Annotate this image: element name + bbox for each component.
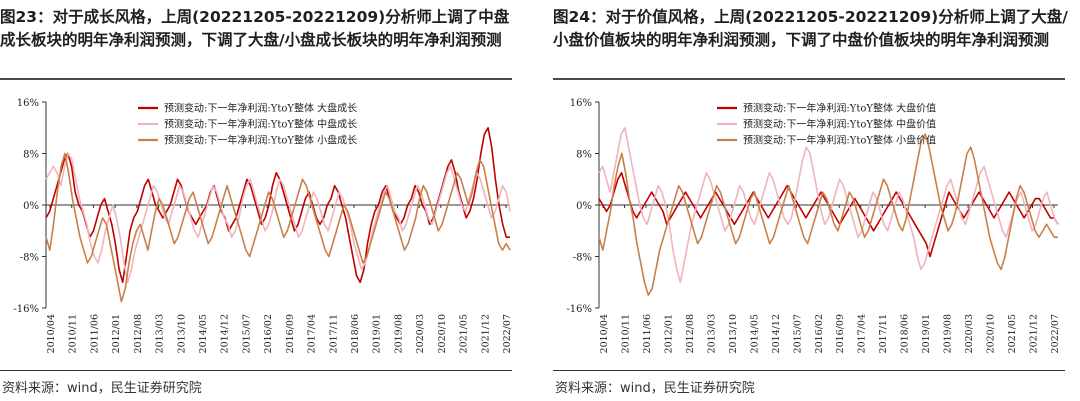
x-tick-label: 2020/03 bbox=[964, 314, 975, 353]
x-tick-label: 2017/04 bbox=[857, 314, 868, 353]
x-tick-label: 2019/01 bbox=[921, 314, 932, 353]
legend-label: 预测变动:下一年净利润:YtoY整体 大盘价值 bbox=[743, 102, 936, 115]
y-tick-label: -16% bbox=[13, 304, 39, 315]
source-divider bbox=[553, 370, 1065, 371]
x-tick-label: 2014/05 bbox=[198, 314, 209, 353]
x-tick-label: 2013/10 bbox=[176, 314, 187, 353]
source-divider bbox=[0, 370, 512, 371]
legend-label: 预测变动:下一年净利润:YtoY整体 小盘价值 bbox=[743, 134, 936, 147]
series-line-2 bbox=[598, 133, 1058, 296]
y-tick-label: -8% bbox=[573, 253, 592, 264]
x-tick-label: 2012/08 bbox=[133, 314, 144, 353]
x-tick-label: 2016/09 bbox=[285, 314, 296, 353]
x-tick-label: 2014/05 bbox=[749, 314, 760, 353]
x-tick-label: 2022/07 bbox=[502, 314, 513, 353]
series-line-1 bbox=[45, 152, 511, 284]
x-tick-label: 2020/03 bbox=[415, 314, 426, 353]
series-line-0 bbox=[45, 126, 510, 284]
y-tick-label: 8% bbox=[576, 150, 592, 161]
x-tick-label: 2010/04 bbox=[599, 314, 610, 353]
x-tick-label: 2011/06 bbox=[642, 314, 653, 353]
y-tick-label: -8% bbox=[20, 253, 39, 264]
series-line-1 bbox=[598, 126, 1059, 284]
x-tick-label: 2013/03 bbox=[155, 314, 166, 353]
x-tick-label: 2021/05 bbox=[1007, 314, 1018, 353]
x-tick-label: 2012/01 bbox=[111, 314, 122, 353]
x-tick-label: 2016/02 bbox=[814, 314, 825, 353]
x-tick-label: 2021/12 bbox=[1029, 314, 1040, 353]
y-tick-label: 16% bbox=[17, 98, 39, 109]
legend-label: 预测变动:下一年净利润:YtoY整体 大盘成长 bbox=[164, 102, 357, 115]
x-tick-label: 2013/03 bbox=[706, 314, 717, 353]
legend-label: 预测变动:下一年净利润:YtoY整体 中盘价值 bbox=[743, 118, 936, 131]
y-tick-label: 0% bbox=[23, 201, 39, 212]
x-tick-label: 2012/08 bbox=[685, 314, 696, 353]
legend-label: 预测变动:下一年净利润:YtoY整体 小盘成长 bbox=[164, 134, 357, 147]
x-tick-label: 2021/12 bbox=[480, 314, 491, 353]
y-tick-label: 16% bbox=[570, 98, 592, 109]
x-tick-label: 2017/04 bbox=[307, 314, 318, 353]
x-tick-label: 2014/12 bbox=[220, 314, 231, 353]
x-tick-label: 2015/07 bbox=[241, 314, 252, 353]
title-divider bbox=[553, 78, 1065, 80]
x-tick-label: 2022/07 bbox=[1050, 314, 1061, 353]
line-chart-value: -16% -8% 0% 8% 16% 2010/04 2010/11 2011/06 2012/… bbox=[553, 88, 1080, 370]
x-tick-label: 2017/11 bbox=[328, 314, 339, 353]
x-tick-label: 2019/01 bbox=[372, 314, 383, 353]
x-tick-label: 2010/04 bbox=[46, 314, 57, 353]
line-chart-growth: -16% -8% 0% 8% 16% 2010/04 2010/11 2011/06 2012/… bbox=[0, 88, 532, 370]
chart-panel-value: 图24：对于价值风格，上周(20221205-20221209)分析师上调了大盘… bbox=[553, 0, 1080, 401]
series-line-2 bbox=[45, 152, 511, 303]
x-tick-label: 2019/08 bbox=[943, 314, 954, 353]
x-tick-label: 2017/11 bbox=[878, 314, 889, 353]
chart-panel-growth: 图23：对于成长风格，上周(20221205-20221209)分析师上调了中盘… bbox=[0, 0, 532, 401]
x-tick-label: 2016/02 bbox=[263, 314, 274, 353]
x-tick-label: 2011/06 bbox=[89, 314, 100, 353]
chart-svg: -16% -8% 0% 8% 16% 2010/04 2010/11 2011/06 2012/… bbox=[566, 98, 1061, 353]
x-tick-label: 2013/10 bbox=[728, 314, 739, 353]
legend-label: 预测变动:下一年净利润:YtoY整体 中盘成长 bbox=[164, 118, 357, 131]
title-divider bbox=[0, 78, 512, 80]
y-tick-label: -16% bbox=[566, 304, 592, 315]
x-tick-label: 2015/07 bbox=[792, 314, 803, 353]
source-note: 资料来源：wind，民生证券研究院 bbox=[555, 381, 755, 396]
chart-title: 图23：对于成长风格，上周(20221205-20221209)分析师上调了中盘… bbox=[0, 8, 510, 49]
chart-title: 图24：对于价值风格，上周(20221205-20221209)分析师上调了大盘… bbox=[553, 8, 1068, 49]
source-note: 资料来源：wind，民生证券研究院 bbox=[2, 381, 202, 396]
x-tick-label: 2014/12 bbox=[771, 314, 782, 353]
x-tick-label: 2010/11 bbox=[68, 314, 79, 353]
y-tick-label: 8% bbox=[23, 150, 39, 161]
x-tick-label: 2019/08 bbox=[393, 314, 404, 353]
x-tick-label: 2016/09 bbox=[835, 314, 846, 353]
x-tick-label: 2018/06 bbox=[350, 314, 361, 353]
x-tick-label: 2021/05 bbox=[459, 314, 470, 353]
x-tick-label: 2018/06 bbox=[900, 314, 911, 353]
chart-svg: -16% -8% 0% 8% 16% 2010/04 2010/11 2011/06 2012/… bbox=[13, 98, 513, 353]
x-tick-label: 2020/10 bbox=[437, 314, 448, 353]
y-tick-label: 0% bbox=[576, 201, 592, 212]
x-tick-label: 2020/10 bbox=[986, 314, 997, 353]
x-tick-label: 2012/01 bbox=[663, 314, 674, 353]
x-tick-label: 2010/11 bbox=[620, 314, 631, 353]
